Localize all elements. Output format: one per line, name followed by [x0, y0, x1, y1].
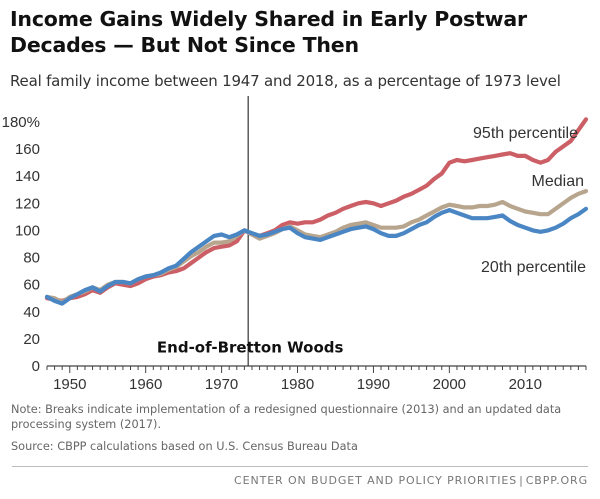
chart-note: Note: Breaks indicate implementation of …	[11, 403, 562, 431]
x-tick-label: 2010	[509, 376, 542, 393]
y-tick-label: 80	[23, 250, 40, 267]
footer-divider	[12, 466, 588, 467]
label-95th-percentile: 95th percentile	[473, 125, 578, 142]
x-tick-label: 1970	[205, 376, 238, 393]
x-tick-label: 1960	[129, 376, 162, 393]
y-tick-label: 160	[15, 141, 40, 158]
y-tick-label: 0	[32, 358, 40, 375]
x-tick-label: 1950	[53, 376, 86, 393]
chart-subtitle: Real family income between 1947 and 2018…	[10, 72, 561, 90]
footer-separator: |	[519, 474, 524, 487]
y-tick-label: 140	[15, 168, 40, 185]
x-tick-label: 1980	[281, 376, 314, 393]
org-website[interactable]: CBPP.ORG	[525, 474, 588, 487]
chart-title: Income Gains Widely Shared in Early Post…	[10, 7, 527, 57]
label-20th-percentile: 20th percentile	[481, 259, 586, 276]
y-tick-label: 100	[15, 222, 40, 239]
label-end-of-bretton-woods: End-of-Bretton Woods	[157, 338, 344, 356]
series-line-20th-percentile	[44, 206, 589, 306]
y-tick-label: 180%	[2, 114, 40, 131]
y-tick-label: 20	[23, 331, 40, 348]
y-tick-label: 60	[23, 277, 40, 294]
label-median: Median	[532, 173, 584, 190]
org-name: CENTER ON BUDGET AND POLICY PRIORITIES	[234, 474, 518, 487]
y-tick-label: 40	[23, 304, 40, 321]
series-line-95th-percentile	[44, 117, 589, 303]
chart-source: Source: CBPP calculations based on U.S. …	[11, 440, 358, 453]
x-tick-label: 2000	[433, 376, 466, 393]
x-tick-label: 1990	[357, 376, 390, 393]
footer-credit: CENTER ON BUDGET AND POLICY PRIORITIES | C…	[234, 474, 588, 487]
y-tick-label: 120	[15, 195, 40, 212]
